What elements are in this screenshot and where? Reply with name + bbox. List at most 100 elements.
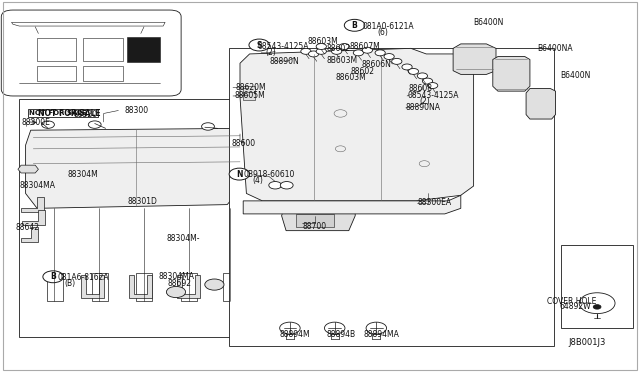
Text: 88620M: 88620M [236, 83, 266, 92]
Polygon shape [177, 275, 200, 298]
Polygon shape [81, 275, 104, 298]
Text: 88304M: 88304M [67, 170, 98, 179]
Text: (B): (B) [64, 279, 75, 288]
Text: 88608: 88608 [408, 84, 433, 93]
Text: 88894M: 88894M [280, 330, 310, 339]
Polygon shape [526, 89, 556, 119]
Circle shape [42, 121, 54, 128]
Text: NOT FOR SALE: NOT FOR SALE [38, 109, 101, 118]
Circle shape [316, 48, 326, 54]
Text: 88894MA: 88894MA [364, 330, 399, 339]
Circle shape [392, 58, 402, 64]
Bar [136, 273, 152, 301]
Bar [127, 37, 160, 62]
Polygon shape [243, 195, 461, 214]
Circle shape [339, 44, 349, 49]
Polygon shape [12, 22, 165, 26]
Circle shape [249, 39, 269, 51]
Text: 88300E: 88300E [21, 118, 50, 126]
Text: N: N [236, 170, 243, 179]
Circle shape [593, 305, 601, 309]
Text: B: B [352, 21, 357, 30]
Text: 88602: 88602 [351, 67, 375, 76]
Text: S: S [257, 41, 262, 49]
Bar [181, 273, 197, 301]
Text: 88304MA: 88304MA [19, 182, 55, 190]
Circle shape [88, 121, 101, 128]
Circle shape [417, 73, 428, 79]
Text: 88700: 88700 [302, 222, 326, 231]
Text: 88320: 88320 [74, 110, 98, 119]
Text: 0B918-60610: 0B918-60610 [243, 170, 294, 179]
Text: 88301D: 88301D [128, 198, 158, 206]
Circle shape [316, 44, 326, 49]
Text: 88603M: 88603M [335, 73, 366, 81]
Circle shape [280, 182, 293, 189]
Text: 88607M: 88607M [349, 42, 380, 51]
Bar [296, 214, 334, 227]
Text: COVER HOLE: COVER HOLE [547, 297, 596, 306]
Polygon shape [21, 197, 44, 212]
Text: J8B001J3: J8B001J3 [568, 338, 605, 347]
Bar [243, 92, 255, 100]
Text: 88692: 88692 [168, 279, 192, 288]
Circle shape [332, 48, 342, 54]
Text: B: B [51, 272, 56, 281]
Polygon shape [493, 57, 530, 91]
Polygon shape [22, 210, 45, 225]
Circle shape [269, 182, 282, 189]
Polygon shape [26, 128, 252, 208]
Bar [561, 245, 633, 328]
Circle shape [301, 48, 311, 54]
Bar [223, 273, 239, 301]
Text: 64892W: 64892W [559, 302, 591, 311]
Circle shape [375, 50, 385, 56]
Circle shape [366, 322, 387, 334]
Circle shape [344, 19, 365, 31]
Text: (2): (2) [266, 48, 276, 57]
Text: 88606N: 88606N [362, 60, 392, 69]
Circle shape [422, 78, 433, 84]
Text: 88300: 88300 [125, 106, 149, 115]
Circle shape [280, 322, 300, 334]
FancyBboxPatch shape [1, 10, 181, 96]
Circle shape [428, 83, 438, 89]
Circle shape [384, 54, 394, 60]
Text: B6400N: B6400N [474, 18, 504, 27]
Bar [37, 66, 76, 81]
Circle shape [334, 110, 347, 117]
Bar [243, 86, 255, 94]
Text: 081A0-6121A: 081A0-6121A [362, 22, 414, 31]
Bar [47, 273, 63, 301]
Circle shape [362, 47, 372, 53]
Circle shape [408, 68, 419, 74]
Circle shape [402, 64, 412, 70]
Text: 08543-4125A: 08543-4125A [258, 42, 309, 51]
Polygon shape [129, 275, 152, 298]
Text: 08543-4125A: 08543-4125A [407, 92, 458, 100]
Polygon shape [453, 44, 496, 74]
Circle shape [166, 286, 186, 298]
Text: 88603M: 88603M [307, 37, 338, 46]
Circle shape [43, 271, 63, 283]
Text: B6400NA: B6400NA [538, 44, 573, 53]
Text: 88300EA: 88300EA [417, 198, 451, 207]
Circle shape [419, 161, 429, 167]
Text: 88894B: 88894B [326, 330, 356, 339]
Text: NOT FOR SALE: NOT FOR SALE [29, 110, 87, 116]
Polygon shape [282, 202, 355, 231]
Text: 88890NA: 88890NA [406, 103, 441, 112]
Circle shape [229, 168, 250, 180]
Circle shape [308, 51, 319, 57]
Bar [92, 273, 108, 301]
Text: 88304M-: 88304M- [166, 234, 200, 243]
Text: 8B603M: 8B603M [326, 56, 358, 65]
Circle shape [335, 146, 346, 152]
Text: B6400N: B6400N [561, 71, 591, 80]
Text: 88304MA: 88304MA [159, 272, 195, 280]
Text: (2): (2) [420, 97, 431, 106]
Bar [83, 38, 123, 61]
Polygon shape [240, 48, 474, 201]
Text: (4): (4) [253, 176, 264, 185]
Text: 88602: 88602 [326, 44, 351, 53]
